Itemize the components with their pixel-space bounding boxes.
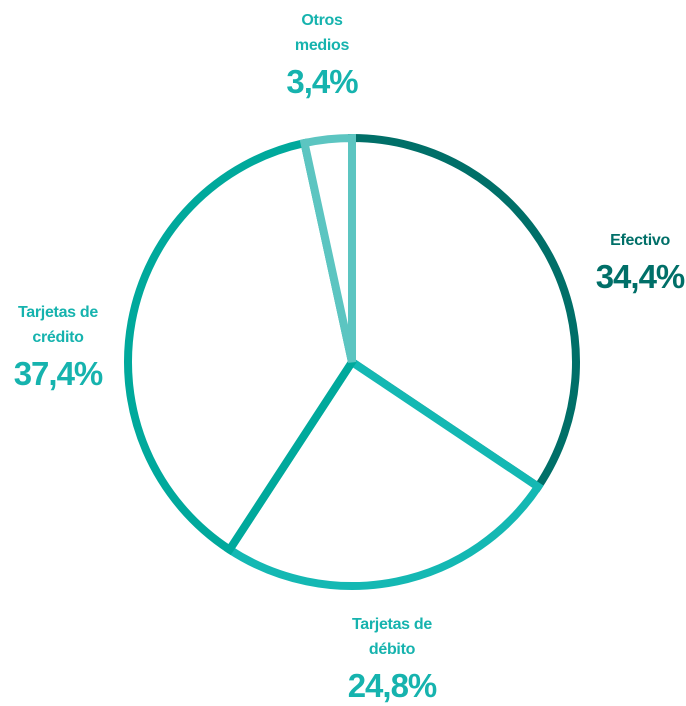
pie-slice: [224, 356, 544, 590]
pie-slice: [299, 133, 356, 363]
slice-label: Otros medios 3,4%: [286, 8, 358, 102]
value-label: 3,4%: [286, 63, 358, 100]
value-label: 37,4%: [13, 355, 104, 392]
slice-label: Efectivo 34,4%: [580, 228, 686, 297]
category-label: Tarjetas de crédito: [18, 304, 98, 346]
pie-slice: [124, 138, 357, 556]
category-label: Efectivo: [610, 232, 670, 249]
category-label: Otros medios: [294, 12, 350, 54]
pie-slice: [348, 133, 580, 493]
slice-label: Tarjetas de débito 24,8%: [337, 612, 447, 706]
category-label: Tarjetas de débito: [352, 616, 432, 658]
slice-label: Tarjetas de crédito 37,4%: [3, 300, 113, 394]
value-label: 24,8%: [347, 667, 438, 704]
value-label: 34,4%: [595, 258, 686, 295]
